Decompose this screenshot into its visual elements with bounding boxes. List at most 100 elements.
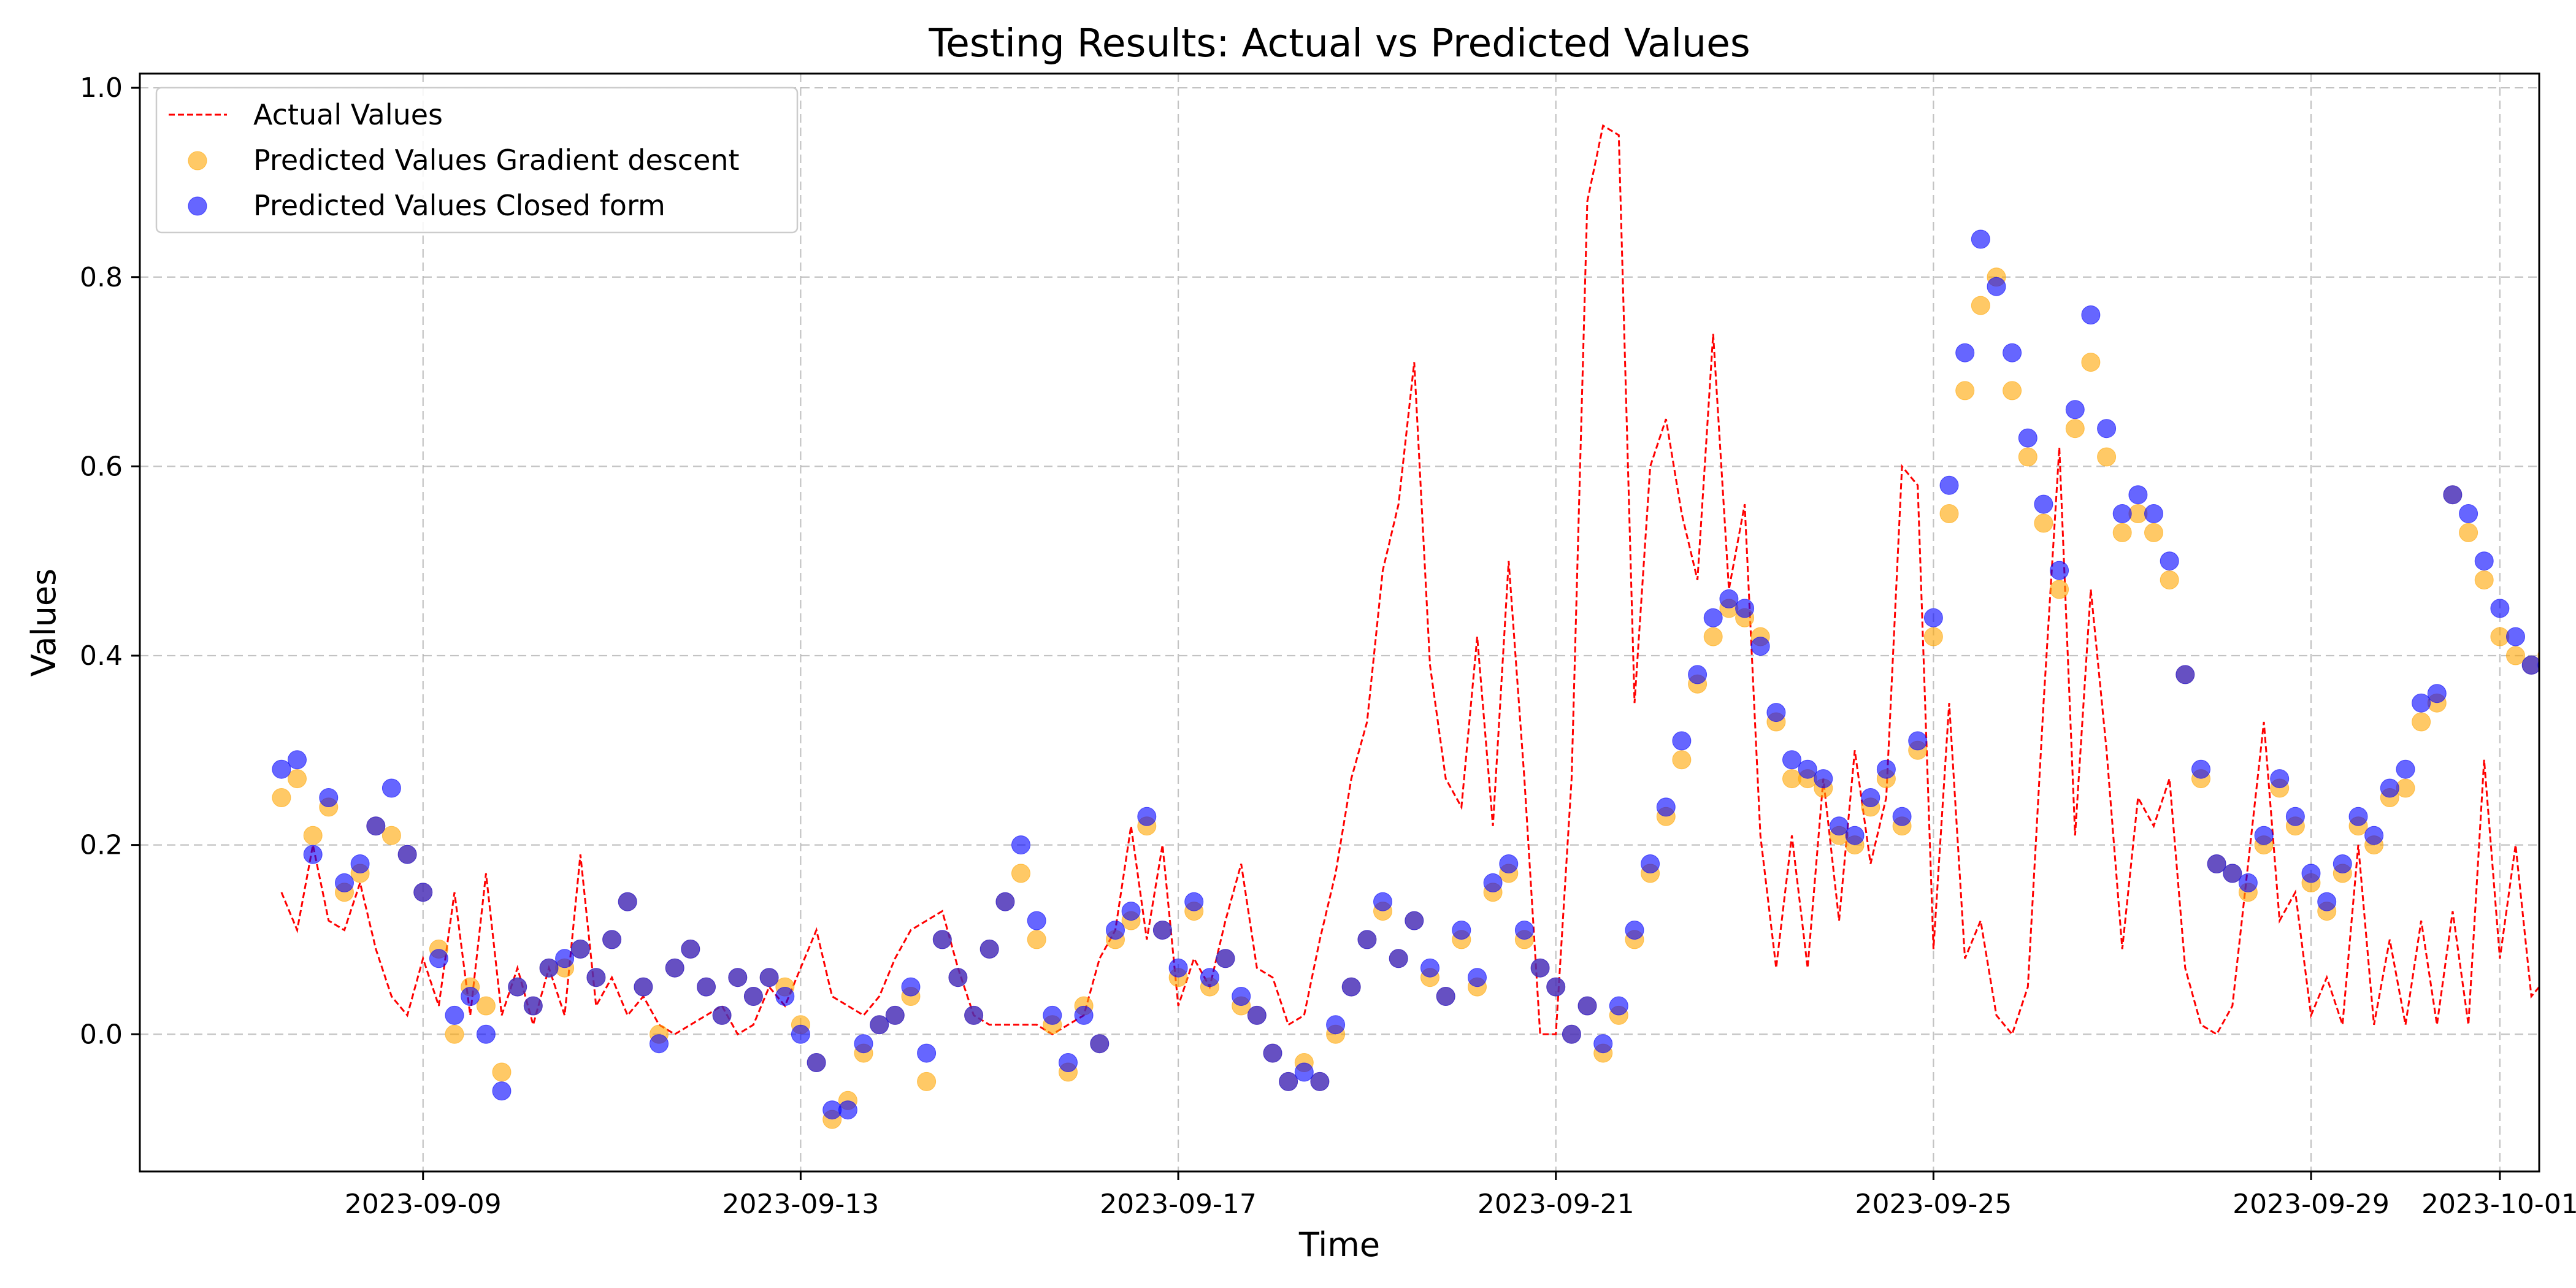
closed-form-point [1121, 902, 1141, 921]
closed-form-point [2003, 343, 2022, 362]
closed-form-point [2050, 561, 2069, 580]
gradient-descent-point [2034, 513, 2053, 533]
y-tick-label: 0.6 [80, 451, 123, 482]
gradient-descent-point [2050, 580, 2069, 599]
closed-form-point [2490, 599, 2510, 618]
gradient-descent-point [303, 826, 323, 845]
closed-form-point [2443, 485, 2463, 505]
closed-form-point [413, 883, 433, 902]
legend-closed-form-swatch [188, 196, 207, 216]
closed-form-point [1137, 807, 1157, 826]
closed-form-point [2081, 305, 2101, 324]
closed-form-point [1294, 1062, 1314, 1082]
closed-form-point [335, 873, 354, 892]
closed-form-point [523, 996, 543, 1016]
gradient-descent-point [1923, 627, 1943, 646]
closed-form-point [1546, 977, 1566, 997]
closed-form-point [1011, 835, 1030, 855]
closed-form-point [870, 1015, 889, 1035]
gradient-descent-point [1011, 864, 1030, 883]
series-predicted-closed-form [272, 229, 2539, 1120]
closed-form-point [2128, 485, 2148, 505]
gradient-descent-point [2474, 570, 2494, 590]
actual-values-line [280, 124, 2539, 1037]
closed-form-point [1326, 1015, 1346, 1035]
closed-form-point [759, 968, 779, 987]
closed-form-point [2459, 504, 2478, 523]
gradient-descent-point [2081, 353, 2101, 372]
closed-form-point [2160, 551, 2179, 571]
closed-form-point [1106, 921, 1125, 940]
closed-form-point [2223, 864, 2242, 883]
closed-form-point [602, 930, 622, 949]
closed-form-point [381, 778, 401, 798]
closed-form-point [2364, 826, 2384, 845]
x-axis-label: Time [1298, 1225, 1380, 1264]
gradient-descent-point [1939, 504, 1959, 523]
closed-form-point [445, 1005, 464, 1025]
closed-form-point [492, 1081, 512, 1101]
closed-form-point [1530, 958, 1550, 978]
gradient-descent-point [2097, 447, 2117, 467]
closed-form-point [2065, 400, 2085, 420]
closed-form-point [634, 977, 653, 997]
legend-gradient-descent-swatch [188, 151, 207, 171]
closed-form-point [1987, 277, 2006, 296]
gradient-descent-point [445, 1024, 464, 1044]
closed-form-point [539, 958, 559, 978]
closed-form-point [1452, 921, 1471, 940]
closed-form-point [1216, 949, 1235, 968]
closed-form-point [854, 1034, 873, 1054]
gradient-descent-point [1703, 627, 1723, 646]
closed-form-point [1641, 854, 1660, 873]
closed-form-point [650, 1034, 669, 1054]
closed-form-point [1436, 987, 1455, 1006]
closed-form-point [728, 968, 748, 987]
closed-form-point [2506, 627, 2525, 646]
closed-form-point [2270, 769, 2290, 789]
closed-form-point [1200, 968, 1219, 987]
closed-form-point [2427, 684, 2447, 703]
closed-form-point [775, 987, 795, 1006]
closed-form-point [1971, 229, 1990, 249]
closed-form-point [1735, 599, 1755, 618]
closed-form-point [2412, 693, 2431, 713]
closed-form-point [1341, 977, 1361, 997]
gradient-descent-point [2412, 712, 2431, 732]
y-axis: 0.0 0.2 0.4 0.6 0.8 1.0 [80, 72, 140, 1050]
closed-form-point [1939, 475, 1959, 495]
x-tick-label: 2023-09-17 [1100, 1189, 1257, 1220]
closed-form-point [838, 1100, 857, 1120]
closed-form-point [995, 892, 1015, 911]
x-tick-label: 2023-10-01 [2421, 1189, 2576, 1220]
closed-form-point [697, 977, 716, 997]
closed-form-point [1703, 608, 1723, 627]
closed-form-point [476, 1024, 496, 1044]
chart-title: Testing Results: Actual vs Predicted Val… [928, 21, 1750, 66]
closed-form-point [1876, 759, 1896, 779]
closed-form-point [1514, 921, 1534, 940]
plot-frame [139, 72, 2540, 1173]
closed-form-point [2348, 807, 2368, 826]
closed-form-point [2317, 892, 2337, 911]
closed-form-point [2112, 504, 2132, 523]
gradient-descent-point [2112, 523, 2132, 542]
closed-form-point [1357, 930, 1377, 949]
closed-form-point [2207, 854, 2226, 873]
closed-form-point [743, 987, 763, 1006]
gradient-descent-point [2144, 523, 2163, 542]
legend-box [155, 86, 799, 234]
closed-form-point [1279, 1071, 1298, 1091]
gradient-descent-point [2459, 523, 2478, 542]
gradient-descent-point [2018, 447, 2037, 467]
closed-form-point [1310, 1071, 1330, 1091]
closed-form-point [979, 939, 999, 959]
closed-form-point [1184, 892, 1204, 911]
gradient-descent-point [1672, 750, 1692, 770]
closed-form-point [1814, 769, 1833, 789]
closed-form-point [2144, 504, 2163, 523]
y-tick-label: 1.0 [80, 72, 123, 104]
gradient-descent-point [2003, 381, 2022, 401]
closed-form-point [681, 939, 700, 959]
